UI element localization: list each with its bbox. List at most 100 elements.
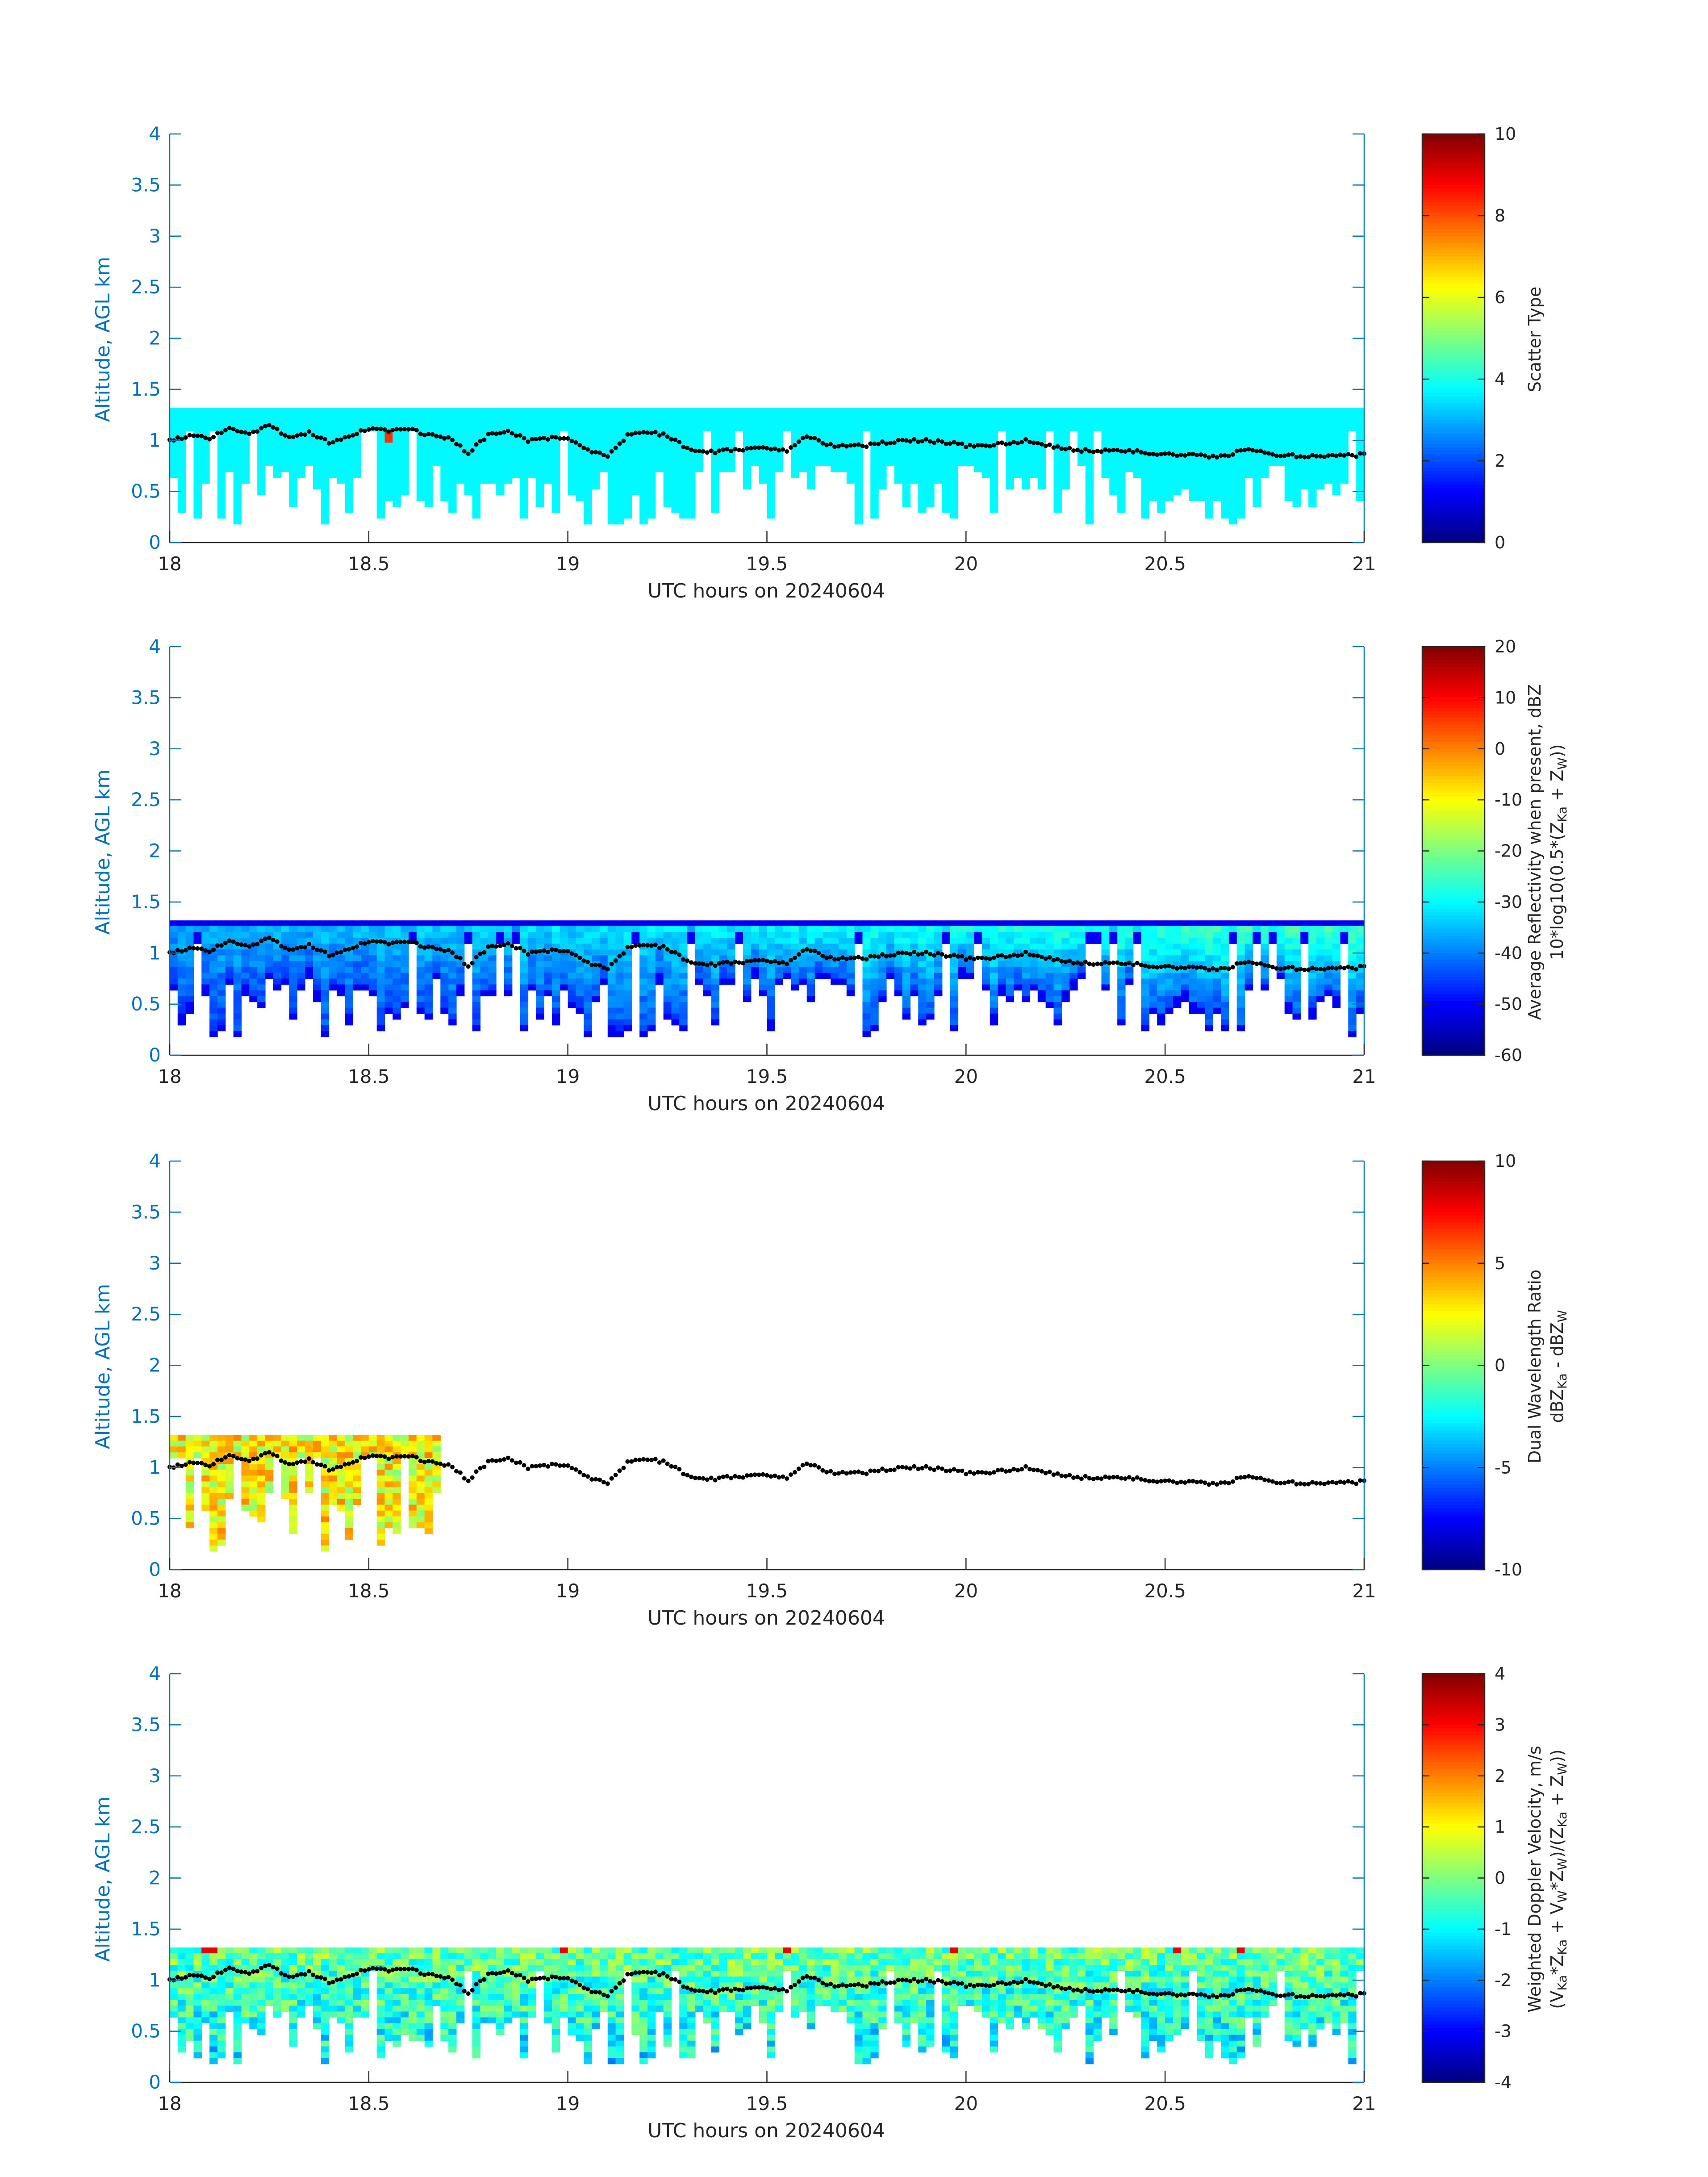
heatmap-cell <box>655 460 664 466</box>
heatmap-cell <box>544 472 552 478</box>
heatmap-cell <box>297 926 305 932</box>
heatmap-cell <box>1077 425 1086 431</box>
heatmap-cell <box>775 920 783 927</box>
heatmap-cell <box>615 1019 624 1026</box>
heatmap-cell <box>870 425 879 431</box>
heatmap-cell <box>305 408 313 414</box>
cloud-base-dot <box>505 941 510 946</box>
heatmap-cell <box>376 501 385 507</box>
cloud-base-dot <box>864 444 869 449</box>
heatmap-cell <box>600 466 608 472</box>
heatmap-cell <box>576 454 584 460</box>
heatmap-cell <box>393 967 401 973</box>
heatmap-cell <box>289 1007 297 1014</box>
heatmap-cell <box>743 973 752 979</box>
heatmap-cell <box>902 472 911 478</box>
heatmap-cell <box>926 477 935 484</box>
heatmap-cell <box>1356 414 1365 420</box>
heatmap-cell <box>1253 938 1261 944</box>
heatmap-cell <box>464 408 473 414</box>
heatmap-cell <box>1165 938 1173 944</box>
heatmap-cell <box>647 955 656 961</box>
heatmap-cell <box>376 1025 385 1032</box>
heatmap-cell <box>1324 443 1333 449</box>
heatmap-cell <box>902 1013 911 1020</box>
heatmap-cell <box>241 967 250 973</box>
heatmap-cell <box>1181 944 1190 950</box>
heatmap-cell <box>623 996 632 1003</box>
heatmap-cell <box>1006 466 1014 472</box>
heatmap-cell <box>1228 437 1237 443</box>
heatmap-cell <box>257 973 266 979</box>
heatmap-cell <box>528 978 536 985</box>
heatmap-cell <box>170 443 178 449</box>
heatmap-cell <box>1356 460 1365 466</box>
heatmap-cell <box>448 431 457 437</box>
heatmap-cell <box>488 466 497 472</box>
colorbar-segment <box>1422 844 1485 848</box>
cloud-base-dot <box>378 939 383 944</box>
heatmap-cell <box>257 472 266 478</box>
heatmap-cell <box>1101 419 1110 426</box>
heatmap-cell <box>1276 973 1285 979</box>
heatmap-cell <box>854 472 863 478</box>
cloud-base-dot <box>553 948 558 953</box>
heatmap-cell <box>1006 920 1014 927</box>
heatmap-cell <box>241 961 250 967</box>
heatmap-cell <box>798 920 807 927</box>
heatmap-cell <box>966 425 974 431</box>
heatmap-cell <box>401 990 409 997</box>
heatmap-cell <box>1261 920 1269 927</box>
heatmap-cell <box>647 1013 656 1020</box>
heatmap-cell <box>1117 1013 1126 1020</box>
heatmap-cell <box>711 472 720 478</box>
heatmap-cell <box>233 978 242 985</box>
heatmap-cell <box>1221 996 1229 1003</box>
cloud-base-dot <box>1258 961 1263 966</box>
colorbar-segment <box>1422 307 1485 312</box>
heatmap-cell <box>831 414 839 420</box>
heatmap-cell <box>639 990 648 997</box>
heatmap-cell <box>1300 408 1309 414</box>
heatmap-cell <box>607 512 616 519</box>
heatmap-cell <box>201 425 210 431</box>
heatmap-cell <box>1221 501 1229 507</box>
heatmap-cell <box>1332 996 1341 1003</box>
heatmap-cell <box>393 431 401 437</box>
heatmap-cell <box>918 506 927 513</box>
heatmap-cell <box>631 477 640 484</box>
heatmap-cell <box>225 419 234 426</box>
heatmap-cell <box>209 967 218 973</box>
heatmap-cell <box>1348 938 1357 944</box>
heatmap-cell <box>177 466 186 472</box>
heatmap-cell <box>775 949 783 956</box>
heatmap-cell <box>703 920 712 927</box>
heatmap-cell <box>798 955 807 961</box>
heatmap-cell <box>1300 932 1309 938</box>
heatmap-cell <box>958 973 966 979</box>
cloud-base-dot <box>689 447 694 452</box>
heatmap-cell <box>1197 990 1205 997</box>
heatmap-cell <box>831 949 839 956</box>
heatmap-cell <box>1244 944 1253 950</box>
heatmap-cell <box>217 460 226 466</box>
cloud-base-dot <box>697 448 702 453</box>
heatmap-cell <box>1221 477 1229 484</box>
cloud-base-dot <box>1051 445 1056 450</box>
heatmap-cell <box>1332 932 1341 938</box>
y-tick-label: 0.5 <box>131 993 161 1015</box>
heatmap-cell <box>1213 437 1221 443</box>
cloud-base-dot <box>980 956 984 960</box>
heatmap-cell <box>1332 466 1341 472</box>
heatmap-cell <box>297 932 305 938</box>
heatmap-cell <box>568 926 576 932</box>
heatmap-cell <box>823 408 831 414</box>
heatmap-cell <box>607 419 616 426</box>
heatmap-cell <box>910 425 919 431</box>
heatmap-cell <box>1228 920 1237 927</box>
heatmap-cell <box>289 495 297 501</box>
heatmap-cell <box>846 932 855 938</box>
heatmap-cell <box>1037 448 1046 455</box>
heatmap-cell <box>544 414 552 420</box>
heatmap-cell <box>1205 506 1213 513</box>
